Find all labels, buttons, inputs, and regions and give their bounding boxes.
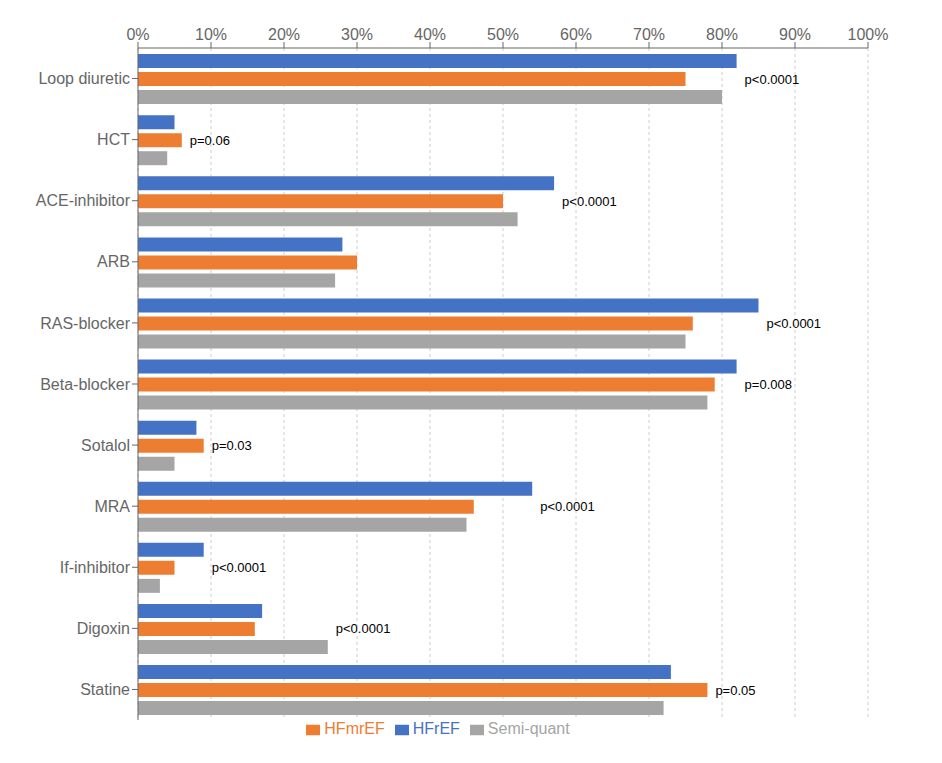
svg-text:p=0.06: p=0.06 — [190, 133, 230, 148]
svg-text:80%: 80% — [706, 26, 738, 43]
svg-text:p=0.05: p=0.05 — [715, 683, 755, 698]
svg-text:Sotalol: Sotalol — [81, 437, 130, 454]
svg-text:10%: 10% — [195, 26, 227, 43]
svg-text:20%: 20% — [268, 26, 300, 43]
svg-text:If-inhibitor: If-inhibitor — [60, 559, 131, 576]
svg-text:ARB: ARB — [97, 253, 130, 270]
svg-text:30%: 30% — [341, 26, 373, 43]
svg-text:p<0.0001: p<0.0001 — [540, 499, 595, 514]
html-text:HFmrEF: HFmrEF — [324, 720, 385, 737]
svg-text:90%: 90% — [779, 26, 811, 43]
svg-text:p=0.008: p=0.008 — [745, 377, 792, 392]
svg-text:RAS-blocker: RAS-blocker — [40, 315, 130, 332]
svg-text:60%: 60% — [560, 26, 592, 43]
svg-text:p<0.0001: p<0.0001 — [745, 72, 800, 87]
svg-text:Statine: Statine — [80, 681, 130, 698]
svg-text:Loop diuretic: Loop diuretic — [38, 70, 130, 87]
svg-text:Digoxin: Digoxin — [77, 620, 130, 637]
svg-text:p<0.0001: p<0.0001 — [336, 621, 391, 636]
svg-text:40%: 40% — [414, 26, 446, 43]
svg-text:p<0.0001: p<0.0001 — [767, 316, 822, 331]
svg-text:p<0.0001: p<0.0001 — [562, 194, 617, 209]
svg-text:Beta-blocker: Beta-blocker — [40, 376, 130, 393]
svg-text:MRA: MRA — [94, 498, 130, 515]
html-text:HFrEF: HFrEF — [412, 720, 460, 737]
svg-text:70%: 70% — [633, 26, 665, 43]
svg-text:ACE-inhibitor: ACE-inhibitor — [36, 192, 131, 209]
svg-text:p<0.0001: p<0.0001 — [212, 560, 267, 575]
svg-text:p=0.03: p=0.03 — [212, 438, 252, 453]
svg-text:HCT: HCT — [97, 131, 130, 148]
svg-text:100%: 100% — [848, 26, 889, 43]
svg-text:0%: 0% — [126, 26, 149, 43]
svg-text:50%: 50% — [487, 26, 519, 43]
html-text:Semi-quant: Semi-quant — [487, 720, 570, 737]
